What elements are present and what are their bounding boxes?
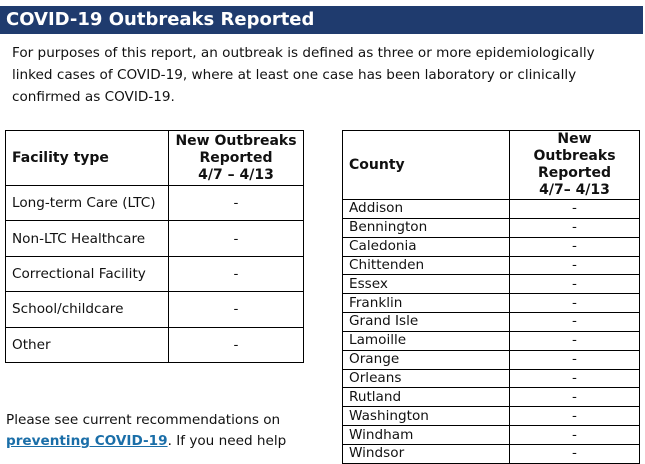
cell: - xyxy=(509,425,640,445)
cell: - xyxy=(509,312,640,332)
cell: - xyxy=(509,406,640,427)
cell: Grand Isle xyxy=(342,312,510,332)
cell: Bennington xyxy=(342,217,510,238)
cell: - xyxy=(509,349,640,370)
header-line: New Outbreaks xyxy=(533,131,616,164)
cell: - xyxy=(509,443,640,464)
cell: Washington xyxy=(342,406,510,427)
cell: Franklin xyxy=(342,293,510,314)
row: Essex - xyxy=(342,274,640,295)
row: Washington - xyxy=(342,406,640,427)
header-line: 4/7 – 4/13 xyxy=(198,166,274,183)
header-cell: County xyxy=(342,130,510,200)
intro-text: For purposes of this report, an outbreak… xyxy=(12,45,595,105)
cell: School/childcare xyxy=(5,291,169,328)
row: Grand Isle - xyxy=(342,312,640,332)
header-title: COVID-19 Outbreaks Reported xyxy=(0,6,643,34)
facility-table: Facility type New Outbreaks Reported 4/7 – … xyxy=(5,130,304,363)
cell: Other xyxy=(5,326,169,363)
county-table: County New Outbreaks Reported 4/7– 4/13 Addi… xyxy=(342,130,640,464)
cell: - xyxy=(168,291,304,328)
row: Correctional Facility - xyxy=(5,255,304,293)
row: Rutland - xyxy=(342,387,640,408)
cell: - xyxy=(509,236,640,257)
header-line: New Outbreaks xyxy=(175,132,297,149)
cell: Caledonia xyxy=(342,236,510,257)
row: Long-term Care (LTC) - xyxy=(5,184,304,222)
cell: - xyxy=(509,387,640,408)
cell: Windsor xyxy=(342,443,510,464)
footer-line: preventing COVID-19. If you need help xyxy=(6,433,286,449)
row: Franklin - xyxy=(342,293,640,314)
page: COVID-19 Outbreaks Reported For purposes… xyxy=(0,6,643,464)
cell: Orleans xyxy=(342,368,510,389)
row: Chittenden - xyxy=(342,255,640,276)
header-line: Reported xyxy=(199,149,273,166)
cell: Correctional Facility xyxy=(5,255,169,293)
cell: Chittenden xyxy=(342,255,510,276)
cell: - xyxy=(509,368,640,389)
cell: Addison xyxy=(342,199,510,219)
header-line: 4/7– 4/13 xyxy=(539,182,610,198)
cell: - xyxy=(168,220,304,257)
cell: - xyxy=(509,274,640,295)
cell: - xyxy=(509,255,640,276)
cell: Long-term Care (LTC) xyxy=(5,184,169,222)
cell: - xyxy=(509,330,640,351)
cell: Essex xyxy=(342,274,510,295)
row: Orleans - xyxy=(342,368,640,389)
cell: Lamoille xyxy=(342,330,510,351)
cell: Orange xyxy=(342,349,510,370)
row: Lamoille - xyxy=(342,330,640,351)
header-cell: New Outbreaks Reported 4/7 – 4/13 xyxy=(168,130,304,186)
row: Bennington - xyxy=(342,217,640,238)
cell: - xyxy=(509,199,640,219)
cell: - xyxy=(509,293,640,314)
footer-text: . If you need help xyxy=(167,433,287,449)
header-cell: Facility type xyxy=(5,130,169,186)
header-cell: New Outbreaks Reported 4/7– 4/13 xyxy=(509,130,640,200)
cell: Windham xyxy=(342,425,510,445)
header-row: Facility type New Outbreaks Reported 4/7 – … xyxy=(5,130,304,186)
cell: - xyxy=(168,326,304,363)
row: Non-LTC Healthcare - xyxy=(5,220,304,257)
row: Other - xyxy=(5,326,304,363)
cell: - xyxy=(168,255,304,293)
row: Addison - xyxy=(342,199,640,219)
cell: - xyxy=(509,217,640,238)
cell: Non-LTC Healthcare xyxy=(5,220,169,257)
header-row: County New Outbreaks Reported 4/7– 4/13 xyxy=(342,130,640,200)
row: Orange - xyxy=(342,349,640,370)
link[interactable]: preventing COVID-19 xyxy=(6,433,168,449)
cell: - xyxy=(168,184,304,222)
footer-text: Please see current recommendations on xyxy=(6,412,281,428)
row: Caledonia - xyxy=(342,236,640,257)
row: Windsor - xyxy=(342,443,640,464)
header-line: Reported xyxy=(537,165,612,181)
row: Windham - xyxy=(342,425,640,445)
row: School/childcare - xyxy=(5,291,304,328)
cell: Rutland xyxy=(342,387,510,408)
